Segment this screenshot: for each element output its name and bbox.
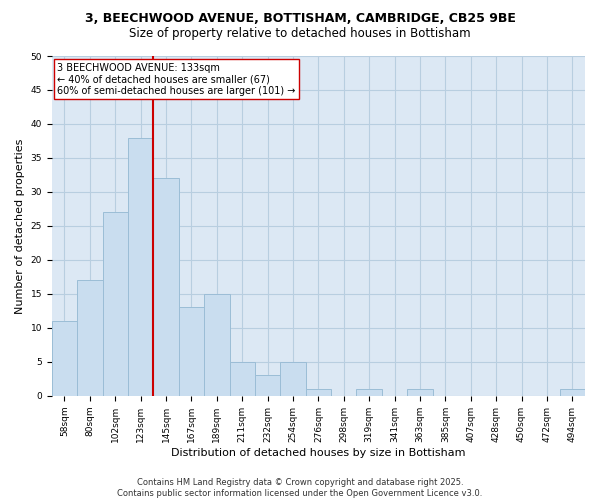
Text: Contains HM Land Registry data © Crown copyright and database right 2025.
Contai: Contains HM Land Registry data © Crown c… [118,478,482,498]
Bar [103,212,128,396]
Y-axis label: Number of detached properties: Number of detached properties [15,138,25,314]
Text: Size of property relative to detached houses in Bottisham: Size of property relative to detached ho… [129,28,471,40]
Bar [560,389,585,396]
Bar [407,389,433,396]
Bar [128,138,154,396]
Bar [77,280,103,396]
Text: 3, BEECHWOOD AVENUE, BOTTISHAM, CAMBRIDGE, CB25 9BE: 3, BEECHWOOD AVENUE, BOTTISHAM, CAMBRIDG… [85,12,515,26]
X-axis label: Distribution of detached houses by size in Bottisham: Distribution of detached houses by size … [171,448,466,458]
Bar [255,376,280,396]
Bar [356,389,382,396]
Bar [52,321,77,396]
Bar [179,308,204,396]
Bar [280,362,305,396]
Bar [230,362,255,396]
Bar [154,178,179,396]
Bar [204,294,230,396]
Text: 3 BEECHWOOD AVENUE: 133sqm
← 40% of detached houses are smaller (67)
60% of semi: 3 BEECHWOOD AVENUE: 133sqm ← 40% of deta… [57,63,295,96]
Bar [305,389,331,396]
